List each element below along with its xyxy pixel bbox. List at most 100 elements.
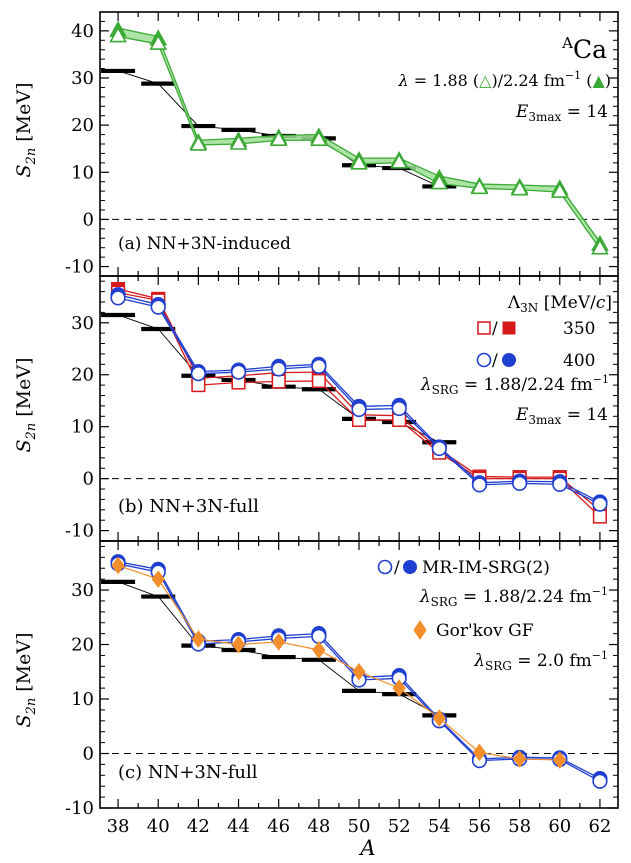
diamond-marker: [432, 709, 446, 727]
open-triangle-marker: [109, 26, 127, 43]
diamond-marker: [553, 751, 567, 769]
e3max-annotation-a: E3max = 14: [515, 102, 608, 124]
y-tick-label: 30: [71, 68, 94, 89]
open-square-marker: [271, 374, 286, 389]
legend-slash-400: /: [492, 351, 498, 371]
band-lower-line: [117, 35, 601, 250]
legend-filled-circle: [502, 353, 516, 367]
open-square-marker: [592, 509, 607, 524]
open-circle-marker: [592, 496, 608, 512]
diamond-marker: [272, 632, 286, 651]
series-line-filled: [117, 294, 601, 503]
open-circle-marker: [311, 358, 327, 375]
x-tick-label: 46: [267, 816, 290, 837]
open-triangle-marker: [350, 153, 368, 170]
x-tick-label: 56: [468, 816, 491, 837]
open-triangle-marker: [550, 181, 569, 198]
y-tick-label: -10: [65, 521, 94, 542]
open-triangle-marker: [470, 178, 489, 195]
lambda-annotation-gf: λSRG = 2.0 fm−1: [473, 649, 608, 673]
panel-b-annotations: (b) NN+3N-full Λ3N [MeV/c] / 350 / 400 λ…: [118, 293, 612, 517]
open-square-marker: [311, 373, 326, 389]
legend-label-mr: MR-IM-SRG(2): [422, 558, 550, 578]
y-tick-label: 40: [71, 21, 94, 42]
panel-a-annotations: (a) NN+3N-induced ACa λ = 1.88 (△)/2.24 …: [118, 34, 611, 254]
panel-b: -10 0 10 20 30: [65, 275, 619, 542]
legend-slash-350: /: [492, 319, 498, 339]
diamond-marker: [352, 662, 366, 681]
lambda-annotation-mr: λSRG = 1.88/2.24 fm−1: [419, 585, 608, 609]
panel-c-annotations: (c) NN+3N-full / MR-IM-SRG(2) λSRG = 1.8…: [118, 558, 608, 783]
legend-label-400: 400: [563, 351, 595, 371]
diamond-marker: [191, 630, 206, 648]
open-circle-marker: [271, 361, 287, 377]
diamond-marker: [472, 743, 487, 762]
open-triangle-marker: [189, 134, 208, 151]
band-a: [118, 28, 600, 249]
legend-label-350: 350: [563, 319, 595, 339]
panel-b-label: (b) NN+3N-full: [118, 496, 259, 517]
open-triangle-marker: [269, 130, 288, 147]
legend-diamond-gf: [413, 620, 427, 640]
x-tick-label: 50: [348, 816, 371, 837]
e3max-annotation-b: E3max = 14: [515, 405, 608, 427]
open-triangle-marker: [390, 152, 409, 169]
y-tick-label: 0: [83, 469, 94, 490]
y-tick-label: 20: [71, 365, 94, 386]
x-tick-label: 54: [428, 816, 451, 837]
legend-filled-circle-c: [403, 560, 417, 574]
open-circle-marker: [431, 440, 447, 457]
open-circle-marker: [512, 475, 528, 491]
y-tick-label: 10: [71, 689, 94, 710]
panel-c: -10 0 10 20 30: [65, 540, 619, 819]
svg-text:S2n [MeV]: S2n [MeV]: [13, 633, 39, 728]
legend-filled-square: [502, 321, 516, 335]
legend-open-circle-c: [377, 559, 393, 575]
gf-line: [117, 564, 560, 761]
open-triangle-marker: [229, 133, 248, 150]
open-circle-marker: [230, 364, 247, 380]
legend-title-b: Λ3N [MeV/c]: [507, 293, 612, 315]
legend-slash-c: /: [394, 558, 400, 578]
open-triangle-marker: [309, 130, 328, 147]
x-tick-label: 60: [548, 816, 571, 837]
y-tick-label: 30: [71, 580, 94, 601]
diamond-marker: [512, 750, 527, 768]
svg-text:S2n [MeV]: S2n [MeV]: [13, 83, 39, 178]
x-tick-label: 44: [227, 816, 250, 837]
x-tick-labels: 38 40 42 44 46 48 50 52 54 56 58 60 62: [107, 816, 612, 837]
y-axis-title-a: S2n [MeV]: [13, 83, 39, 178]
diamond-marker: [231, 635, 246, 654]
x-tick-label: 40: [147, 816, 170, 837]
open-circle-marker: [592, 773, 608, 789]
open-circle-marker: [110, 290, 126, 306]
y-tick-label: 0: [83, 209, 94, 230]
diamond-marker: [111, 556, 125, 575]
y-tick-label: 10: [71, 162, 94, 183]
x-tick-label: 42: [187, 816, 210, 837]
y-axis-title-c: S2n [MeV]: [13, 633, 39, 728]
svg-text:S2n [MeV]: S2n [MeV]: [13, 358, 39, 453]
band-upper-line: [117, 27, 601, 243]
x-tick-label: 38: [107, 816, 130, 837]
y-tick-label: 0: [83, 744, 94, 765]
y-axis-title-b: S2n [MeV]: [13, 358, 39, 453]
legend-open-square: [477, 321, 491, 335]
y-tick-label: 20: [71, 115, 94, 136]
x-tick-label: 48: [307, 816, 330, 837]
open-circle-marker: [552, 476, 568, 492]
y-tick-label: -10: [65, 798, 94, 819]
open-circle-marker: [471, 477, 488, 493]
open-circle-marker: [311, 628, 327, 644]
open-triangle-marker: [430, 173, 449, 190]
panel-a-label: (a) NN+3N-induced: [118, 234, 291, 254]
x-axis-title: A: [358, 836, 375, 860]
x-tick-label: 52: [388, 816, 411, 837]
open-triangle-marker: [591, 238, 609, 255]
diamond-marker: [392, 679, 406, 697]
open-circle-marker: [190, 366, 206, 382]
open-circle-marker: [150, 299, 166, 315]
diamond-marker: [312, 641, 326, 659]
nucleus-label: ACa: [561, 34, 607, 64]
